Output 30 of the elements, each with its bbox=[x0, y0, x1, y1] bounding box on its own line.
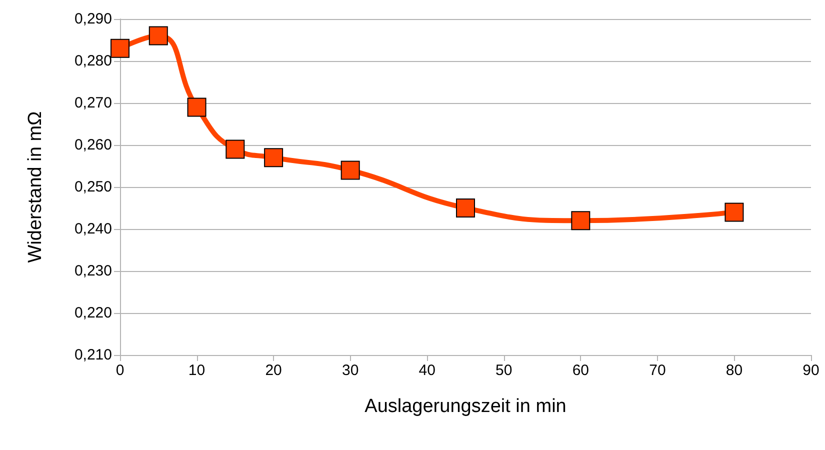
x-tick-label: 90 bbox=[802, 362, 820, 379]
x-tick-label: 80 bbox=[726, 362, 743, 379]
y-tick-label: 0,230 bbox=[74, 262, 112, 280]
point bbox=[724, 202, 744, 222]
x-tick-label: 60 bbox=[572, 362, 590, 379]
y-axis-title: Widerstand in mΩ bbox=[25, 111, 46, 263]
point bbox=[264, 148, 284, 168]
point bbox=[148, 26, 168, 46]
y-tick-label: 0,240 bbox=[74, 220, 112, 238]
x-tick-label: 50 bbox=[496, 362, 512, 379]
y-tick-label: 0,280 bbox=[74, 52, 112, 70]
point bbox=[187, 98, 206, 117]
x-tick-label: 20 bbox=[265, 362, 282, 379]
x-tick-label: 0 bbox=[116, 362, 124, 379]
point bbox=[571, 211, 590, 230]
x-tick-label: 70 bbox=[649, 362, 666, 379]
x-tick-label: 30 bbox=[342, 362, 359, 379]
y-tick-label: 0,290 bbox=[74, 10, 112, 28]
y-tick-label: 0,210 bbox=[74, 346, 112, 364]
y-tick-label: 0,250 bbox=[74, 178, 112, 196]
point bbox=[226, 140, 245, 159]
x-tick-label: 10 bbox=[188, 362, 206, 379]
point bbox=[340, 160, 360, 180]
y-tick-label: 0,270 bbox=[74, 94, 112, 112]
y-tick-label: 0,260 bbox=[74, 136, 112, 154]
x-tick-label: 40 bbox=[418, 362, 436, 379]
point bbox=[110, 38, 130, 58]
point bbox=[456, 198, 475, 218]
y-tick-label: 0,220 bbox=[74, 304, 112, 322]
x-axis-title: Auslagerungszeit in min bbox=[364, 396, 566, 417]
